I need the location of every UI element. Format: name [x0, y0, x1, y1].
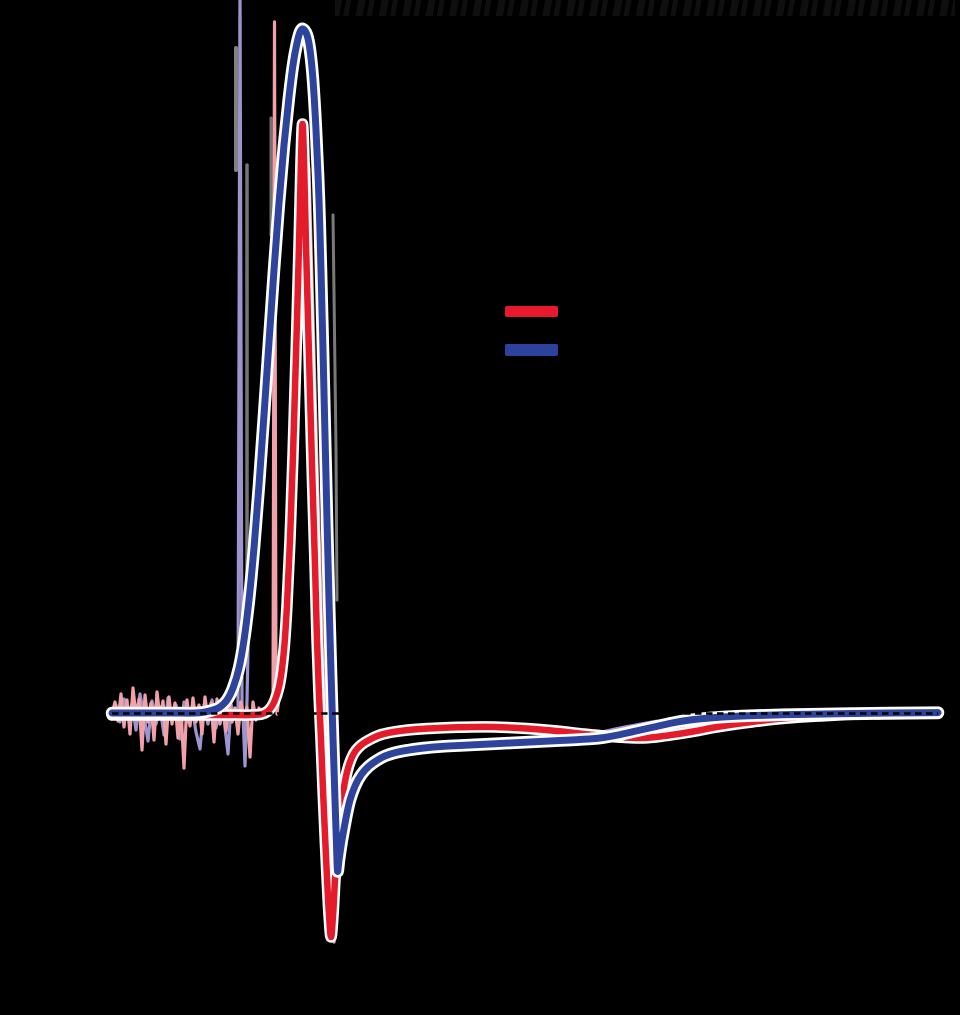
red-main-casing	[106, 118, 944, 943]
legend-swatch-red	[505, 306, 558, 317]
gray-shadow-c-trace	[331, 213, 339, 602]
legend-swatch-blue	[505, 344, 558, 356]
blue-main-trace	[108, 25, 942, 875]
red-main-trace	[108, 120, 942, 941]
faint-clipped-text-strip	[335, 0, 955, 16]
